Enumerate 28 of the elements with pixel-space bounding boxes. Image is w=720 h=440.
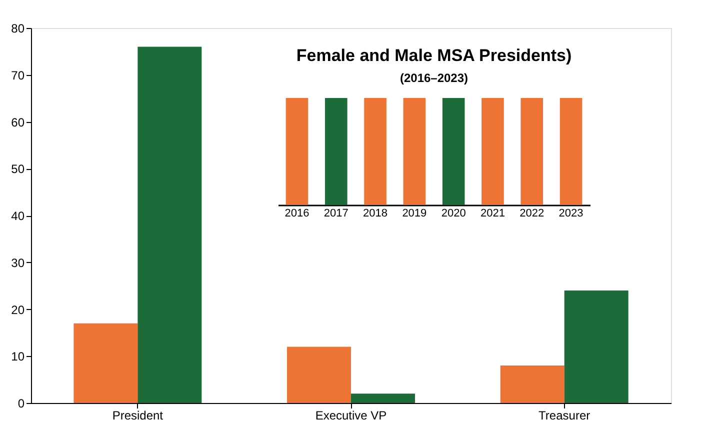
x-tick-label: President — [112, 408, 164, 422]
y-tick-label: 70 — [11, 68, 25, 82]
x-tick-label: 2021 — [480, 208, 505, 220]
y-tick-label: 40 — [11, 209, 25, 223]
x-tick-label: 2019 — [402, 208, 427, 220]
x-tick-label: Executive VP — [315, 408, 387, 422]
bar — [351, 394, 415, 403]
x-tick-label: 2017 — [324, 208, 348, 220]
y-tick-label: 50 — [11, 162, 25, 176]
bar — [500, 366, 564, 403]
bar — [287, 346, 351, 403]
x-tick-label: Treasurer — [538, 408, 590, 422]
y-tick-label: 20 — [11, 302, 25, 317]
y-tick-label: 60 — [11, 115, 25, 130]
chart-subtitle: (2016–2023) — [400, 71, 468, 85]
x-tick-label: 2018 — [363, 208, 388, 220]
bar — [74, 323, 138, 403]
x-tick-label: 2023 — [558, 208, 584, 220]
bar — [138, 46, 202, 403]
x-tick-label: 2020 — [441, 208, 466, 220]
bar — [564, 290, 628, 403]
y-tick-label: 0 — [18, 396, 25, 410]
x-tick-label: 2016 — [284, 208, 310, 220]
y-tick-label: 30 — [11, 256, 25, 270]
chart-title: Female and Male MSA Presidents) — [296, 46, 572, 65]
y-tick-label: 10 — [11, 350, 25, 364]
y-tick-label: 80 — [11, 22, 25, 36]
x-tick-label: 2022 — [520, 208, 544, 220]
